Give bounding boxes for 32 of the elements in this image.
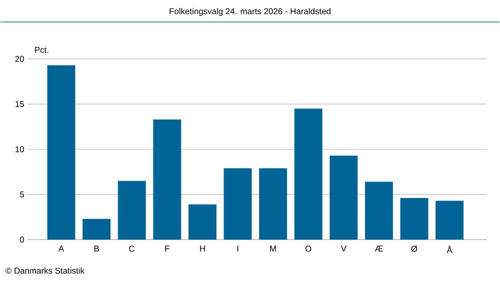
y-tick-label: 10 [16,146,24,152]
bar [118,181,146,240]
x-tick-label: Å [446,246,452,254]
x-tick-label: V [340,246,346,252]
bar [400,198,428,240]
text: © Danmarks Statistik [6,268,84,274]
bar [436,200,464,240]
x-tick-label: F [165,246,170,252]
x-tick-label: O [305,246,312,252]
x-tick-label: H [200,246,205,252]
bar [188,204,216,240]
bar [364,182,393,240]
x-tick-label: A [58,246,64,252]
y-axis-title: Pct. [35,47,48,54]
bar [330,156,358,240]
bar [153,120,182,240]
x-tick-label: I [237,246,238,252]
x-tick-label: C [129,246,135,252]
x-tick-label: B [94,246,99,252]
y-tick-label: 20 [15,56,24,62]
y-tick-label: 0 [20,236,24,243]
bar [294,108,322,240]
bar [224,168,252,240]
chart-title: Folketingsvalg 24. marts 2026 - Haraldsted [170,8,330,16]
x-tick-label: Æ [374,246,383,252]
y-tick-label: 15 [16,101,24,108]
bar [47,65,76,240]
x-tick-label: M [270,246,276,252]
x-tick-label: Ø [411,246,418,252]
bar [82,219,111,240]
y-tick-label: 5 [20,192,24,198]
bar [259,168,288,240]
